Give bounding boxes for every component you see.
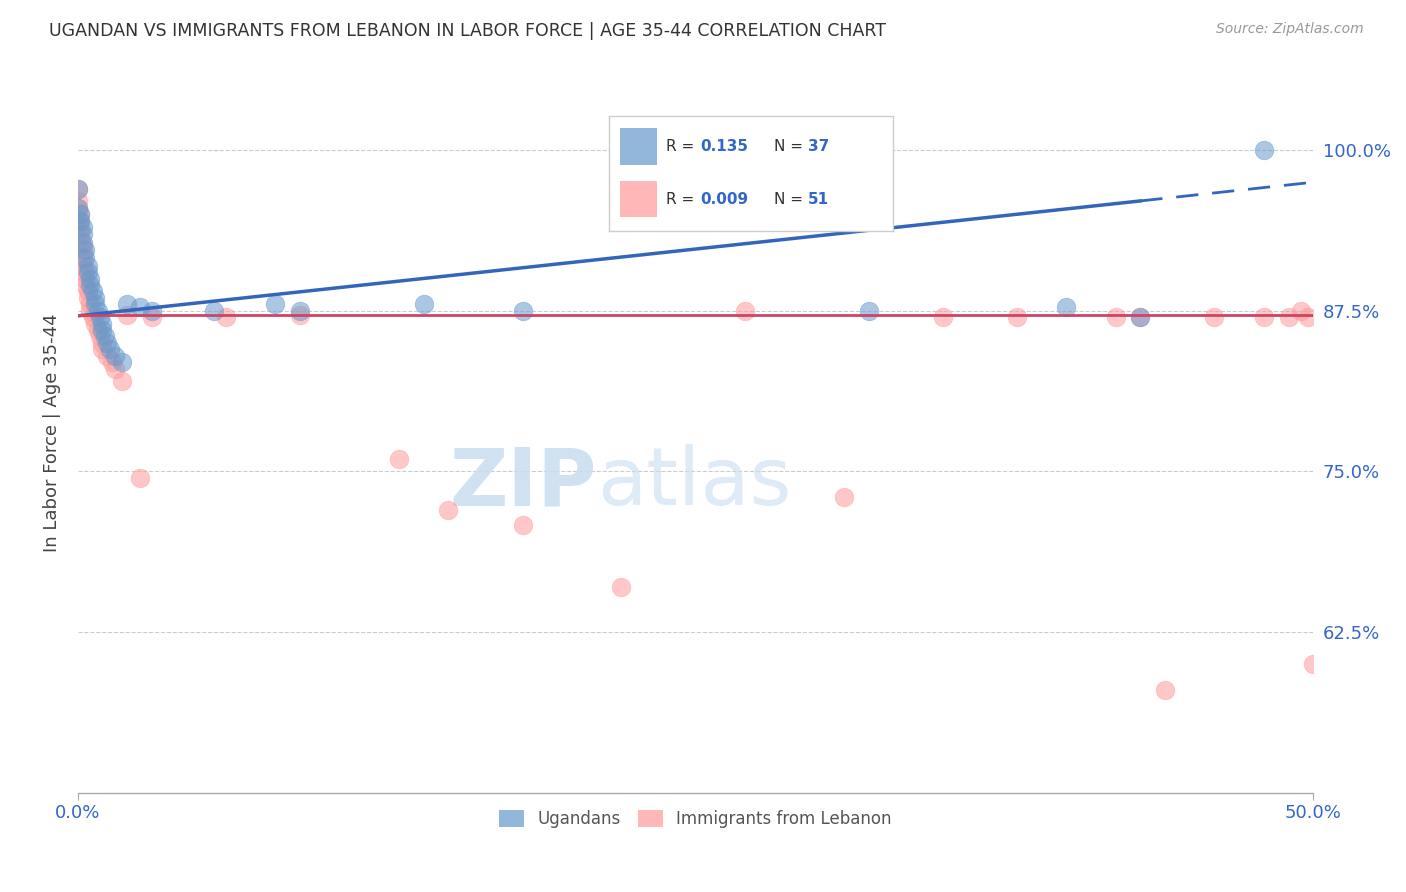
Point xyxy=(69,214,91,228)
Point xyxy=(931,310,953,325)
Point xyxy=(72,227,94,241)
Point xyxy=(412,297,434,311)
Point xyxy=(141,310,163,325)
Point xyxy=(111,355,134,369)
Point xyxy=(115,308,138,322)
Point xyxy=(91,335,114,350)
Point xyxy=(66,201,89,215)
Point xyxy=(69,207,91,221)
Point xyxy=(1204,310,1226,325)
Point xyxy=(115,297,138,311)
Point xyxy=(1129,310,1152,325)
Point xyxy=(79,278,101,293)
Point xyxy=(72,259,94,273)
Point xyxy=(66,181,89,195)
Point xyxy=(437,503,460,517)
Point xyxy=(76,259,98,273)
Point xyxy=(104,361,127,376)
Point xyxy=(79,303,101,318)
Point xyxy=(288,308,311,322)
Point xyxy=(858,303,880,318)
Point xyxy=(101,355,124,369)
Point xyxy=(72,239,94,253)
Point xyxy=(84,297,107,311)
Point xyxy=(82,285,104,299)
Point xyxy=(91,323,114,337)
Point xyxy=(96,335,118,350)
Point xyxy=(1253,310,1275,325)
Point xyxy=(1298,310,1320,325)
Point xyxy=(832,490,855,504)
Point xyxy=(94,329,117,343)
Point xyxy=(91,317,114,331)
Point xyxy=(86,323,108,337)
Point xyxy=(75,271,97,285)
Point xyxy=(69,233,91,247)
Point xyxy=(512,303,534,318)
Point xyxy=(79,297,101,311)
Point xyxy=(98,343,121,357)
Point xyxy=(69,227,91,241)
Point xyxy=(215,310,238,325)
Legend: Ugandans, Immigrants from Lebanon: Ugandans, Immigrants from Lebanon xyxy=(494,803,898,835)
Point xyxy=(76,291,98,305)
Point xyxy=(512,518,534,533)
Text: Source: ZipAtlas.com: Source: ZipAtlas.com xyxy=(1216,22,1364,37)
Point xyxy=(388,451,411,466)
Point xyxy=(84,317,107,331)
Point xyxy=(72,246,94,260)
Point xyxy=(96,349,118,363)
Point xyxy=(264,297,287,311)
Point xyxy=(66,181,89,195)
Point xyxy=(72,252,94,267)
Point xyxy=(84,291,107,305)
Point xyxy=(111,375,134,389)
Point xyxy=(76,285,98,299)
Point xyxy=(76,265,98,279)
Text: UGANDAN VS IMMIGRANTS FROM LEBANON IN LABOR FORCE | AGE 35-44 CORRELATION CHART: UGANDAN VS IMMIGRANTS FROM LEBANON IN LA… xyxy=(49,22,886,40)
Point xyxy=(1005,310,1028,325)
Point xyxy=(66,194,89,209)
Point xyxy=(72,235,94,250)
Point xyxy=(89,310,111,325)
Point xyxy=(202,303,225,318)
Point xyxy=(75,251,97,265)
Point xyxy=(288,303,311,318)
Point xyxy=(91,343,114,357)
Point xyxy=(75,244,97,258)
Point xyxy=(1302,657,1324,672)
Point xyxy=(1253,143,1275,157)
Point xyxy=(1154,682,1177,697)
Point xyxy=(1104,310,1126,325)
Point xyxy=(734,303,756,318)
Point xyxy=(79,271,101,285)
Point xyxy=(69,207,91,221)
Point xyxy=(75,265,97,279)
Point xyxy=(141,303,163,318)
Point xyxy=(82,310,104,325)
Point xyxy=(72,220,94,235)
Text: atlas: atlas xyxy=(596,444,792,522)
Point xyxy=(69,214,91,228)
Point xyxy=(69,220,91,235)
Point xyxy=(86,303,108,318)
Y-axis label: In Labor Force | Age 35-44: In Labor Force | Age 35-44 xyxy=(44,313,60,552)
Point xyxy=(1277,310,1299,325)
Point xyxy=(89,329,111,343)
Point xyxy=(66,201,89,215)
Point xyxy=(1289,303,1312,318)
Point xyxy=(104,349,127,363)
Point xyxy=(75,278,97,293)
Point xyxy=(610,580,633,594)
Text: ZIP: ZIP xyxy=(450,444,596,522)
Point xyxy=(128,471,150,485)
Point xyxy=(128,300,150,314)
Point xyxy=(1054,300,1077,314)
Point xyxy=(1129,310,1152,325)
